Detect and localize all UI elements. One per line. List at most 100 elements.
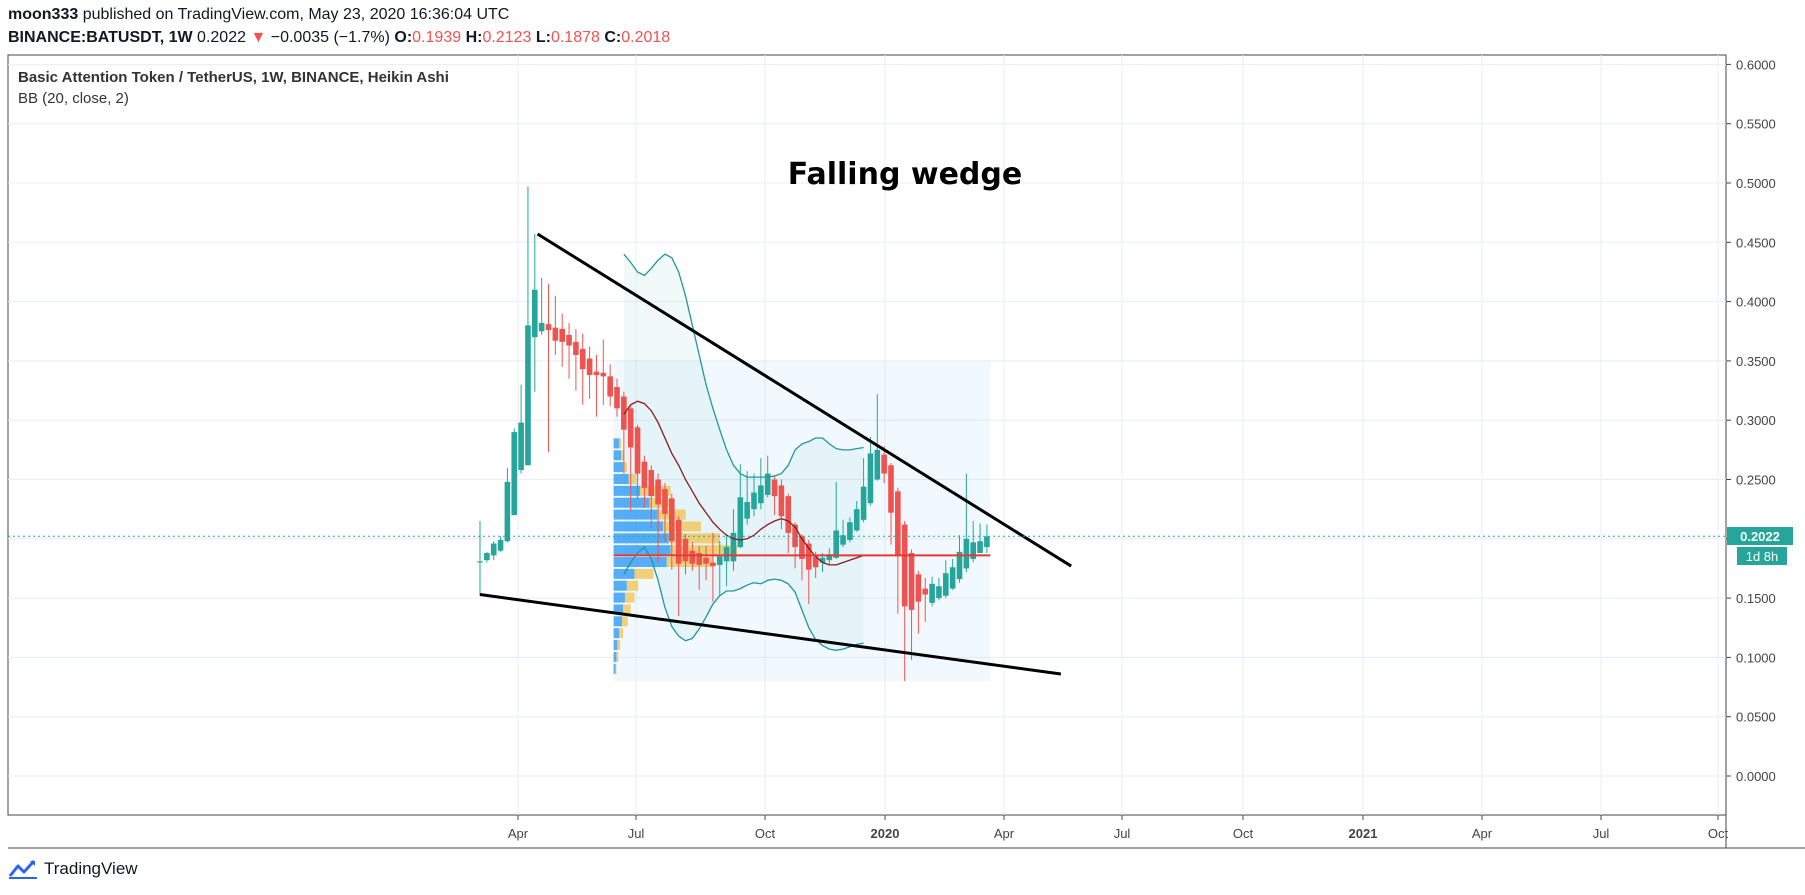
wedge-upper-trendline (536, 232, 1072, 568)
candle-body (614, 386, 620, 409)
price-axis[interactable]: 0.6000 0.5500 0.5000 0.4500 0.4000 0.3500 0.30… (1726, 57, 1776, 784)
candle-body (778, 485, 785, 517)
candle-body (847, 522, 853, 540)
vp-bar-up (613, 628, 620, 639)
candle-body (655, 479, 661, 505)
candle-body (484, 553, 490, 561)
vp-bar-up (613, 651, 617, 662)
publisher-name[interactable]: moon333 (8, 6, 79, 23)
vp-bar-up (613, 580, 627, 591)
drawings[interactable] (8, 232, 1726, 676)
x-tick-label: Apr (994, 826, 1015, 841)
open-label: O: (394, 29, 413, 46)
y-tick-label: 0.2500 (1736, 473, 1776, 488)
candle-body (477, 561, 483, 563)
vp-bar-up (613, 438, 620, 449)
candle-body (490, 543, 497, 556)
x-tick-label: Oct (755, 826, 776, 841)
candle-body (764, 473, 771, 495)
candle-body (586, 358, 593, 376)
vp-bar-down (622, 616, 628, 627)
candle-body (675, 519, 682, 564)
high-value: 0.2123 (482, 29, 532, 46)
candle-body (949, 567, 956, 589)
candle-body (758, 485, 764, 504)
indicator-legend[interactable]: BB (20, close, 2) (18, 90, 129, 107)
candles (477, 186, 990, 682)
vp-bar-up (613, 450, 622, 461)
candle-body (840, 535, 846, 545)
candle-body (497, 539, 504, 551)
vp-bar-up (613, 497, 650, 508)
candle-body (518, 422, 524, 471)
candle-body (511, 432, 518, 516)
candle-body (984, 536, 990, 548)
vp-bar-up (613, 485, 641, 496)
bollinger-bands (623, 253, 864, 651)
y-tick-label: 0.6000 (1736, 57, 1776, 72)
candle-body (559, 328, 565, 342)
x-tick-label: Jul (1593, 826, 1610, 841)
footer: TradingView (8, 858, 138, 880)
candle-body (621, 396, 627, 430)
vp-bar-up (613, 533, 669, 544)
symbol-label: BINANCE:BATUSDT, 1W (8, 29, 193, 46)
vp-bar-down (623, 462, 627, 473)
vp-bar-down (649, 497, 675, 508)
x-tick-label: Jul (1114, 826, 1131, 841)
candle-body (669, 498, 675, 542)
falling-wedge-label[interactable]: Falling wedge (788, 157, 1022, 192)
candle-body (970, 542, 976, 559)
candle-body (579, 349, 586, 370)
candle-body (627, 408, 634, 448)
candle-body (833, 530, 839, 558)
candle-body (744, 502, 750, 519)
candle-body (853, 509, 860, 531)
tradingview-logo-icon[interactable] (8, 858, 38, 880)
vp-bar-up (613, 521, 663, 532)
x-tick-label: Oct (1708, 826, 1729, 841)
low-value: 0.1878 (550, 29, 600, 46)
open-value: 0.1939 (412, 29, 462, 46)
high-label: H: (465, 29, 483, 46)
vp-bar-up (613, 545, 671, 556)
candle-body (538, 322, 545, 332)
candle-body (915, 574, 922, 602)
tradingview-brand[interactable]: TradingView (44, 859, 138, 878)
chart-frame (7, 54, 1727, 816)
y-tick-label: 0.1000 (1736, 650, 1776, 665)
x-tick-label: Oct (1233, 826, 1254, 841)
candle-body (634, 427, 641, 474)
vp-bar-down (619, 628, 624, 639)
candle-body (648, 470, 655, 497)
time-axis[interactable]: Apr Jul Oct 2020 Apr Jul Oct 2021 Apr Jul Oct (508, 815, 1729, 841)
vp-bar-up (613, 592, 625, 603)
vp-bar-down (626, 580, 639, 591)
candle-body (943, 573, 949, 596)
y-tick-label: 0.0500 (1736, 710, 1776, 725)
vp-bar-up (613, 616, 623, 627)
y-tick-label: 0.3500 (1736, 354, 1776, 369)
candle-body (682, 538, 689, 562)
grid (8, 55, 1726, 815)
candle-body (881, 454, 887, 474)
y-tick-label: 0.5000 (1736, 176, 1776, 191)
candle-body (792, 524, 798, 548)
vp-bar-down (623, 604, 631, 615)
candle-body (888, 465, 894, 513)
candle-body (696, 553, 702, 565)
candle-body (895, 491, 901, 556)
candle-body (532, 289, 538, 338)
vp-bar-up (613, 474, 629, 484)
candle-body (956, 551, 963, 580)
symbol-info: BINANCE:BATUSDT, 1W 0.2022 ▼ −0.0035 (−1… (8, 29, 670, 47)
candle-body (929, 583, 935, 603)
candle-body (908, 553, 915, 610)
close-label: C: (604, 29, 622, 46)
vp-bar-down (670, 545, 738, 556)
bb-upper-line (623, 253, 864, 478)
last-price-tag (1727, 527, 1793, 545)
candle-body (963, 538, 970, 569)
last-price: 0.2022 (197, 29, 246, 46)
